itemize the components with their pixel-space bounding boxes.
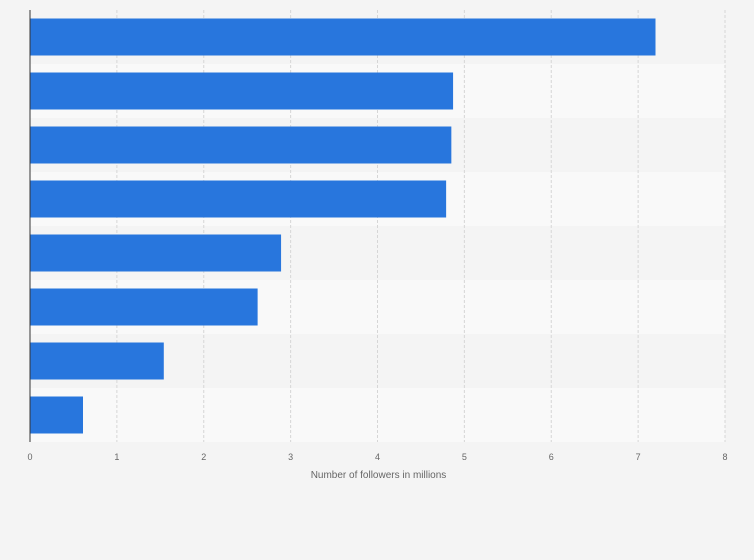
x-axis-ticks: 0 1 2 3 4 5 6 7 8 <box>27 452 727 462</box>
bar-3 <box>30 180 447 218</box>
x-axis-label: Number of followers in millions <box>311 470 447 481</box>
bar-1 <box>30 72 454 110</box>
bar-4 <box>30 234 282 272</box>
x-tick-label-0: 0 <box>27 452 32 462</box>
x-tick-label-3: 3 <box>288 452 293 462</box>
x-tick-label-1: 1 <box>114 452 119 462</box>
bar-2 <box>30 126 452 164</box>
x-tick-label-4: 4 <box>375 452 380 462</box>
x-tick-label-5: 5 <box>462 452 467 462</box>
bars <box>30 18 656 434</box>
x-tick-label-2: 2 <box>201 452 206 462</box>
bar-7 <box>30 396 83 434</box>
bar-0 <box>30 18 656 56</box>
x-tick-label-7: 7 <box>636 452 641 462</box>
bar-5 <box>30 288 258 326</box>
x-tick-label-6: 6 <box>549 452 554 462</box>
x-tick-label-8: 8 <box>722 452 727 462</box>
bar-6 <box>30 342 164 380</box>
